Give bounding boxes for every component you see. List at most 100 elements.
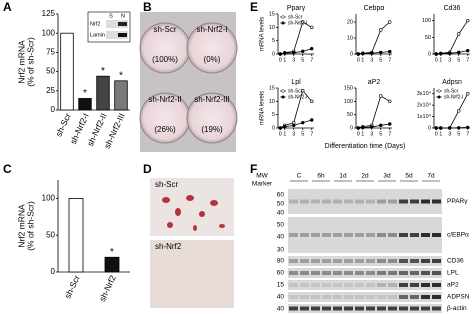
band (311, 233, 320, 237)
inset-column: N (121, 13, 125, 19)
point (283, 124, 287, 129)
mw-label: 40 (277, 294, 285, 301)
inset-band: Lamin A (90, 32, 110, 38)
mw-label: 40 (277, 210, 285, 217)
band (410, 306, 419, 311)
mw-label: 50 (277, 201, 285, 208)
plate-name: sh-Nrf2-II (148, 95, 181, 104)
band (366, 295, 375, 299)
band (289, 306, 298, 311)
y-tick-label: 0 (272, 51, 275, 57)
x-tick-label: 1 (361, 57, 364, 63)
band (344, 233, 353, 237)
panel-label: A (3, 0, 12, 14)
legend-marker (437, 95, 441, 99)
point (310, 99, 314, 104)
point (278, 52, 282, 56)
band (399, 199, 408, 204)
band (289, 233, 298, 237)
protein-label: PPARγ (447, 198, 468, 205)
point (457, 32, 461, 36)
band (300, 199, 309, 204)
mw-label: 60 (277, 270, 285, 277)
y-tick-label: 1x10⁴ (417, 113, 432, 120)
band (421, 306, 430, 311)
y-tick-label: 75 (46, 48, 55, 57)
plate-name: sh-Nrf2-I (196, 25, 227, 34)
blot-strip (288, 256, 442, 266)
band (322, 233, 331, 237)
x-tick-label: sh-Nrf2 (97, 273, 118, 303)
micrographs: sh-Scr sh-Nrf2 (150, 178, 234, 308)
band (421, 199, 430, 204)
y-axis-label: Nrf2 mRNA (16, 40, 26, 84)
band (355, 283, 364, 287)
band (399, 233, 408, 237)
legend-label: sh-Nrf2-I (444, 94, 463, 100)
point (356, 52, 360, 56)
legend-label: sh-Nrf2-I (288, 20, 307, 26)
band (333, 295, 342, 299)
point (370, 125, 374, 129)
bar (114, 80, 128, 111)
x-tick-label: 0 (435, 131, 438, 137)
x-tick-label: sh-Scr (53, 111, 73, 138)
mw-label: 40 (277, 234, 285, 241)
band (311, 199, 320, 204)
point (361, 51, 365, 56)
point (292, 50, 296, 55)
band (377, 199, 386, 204)
y-tick-label: 50 (46, 230, 55, 239)
band (333, 271, 342, 275)
x-tick-label: 7 (388, 57, 391, 63)
protein-label: CD36 (447, 258, 464, 265)
lane-label: 5d (405, 173, 413, 180)
point (310, 46, 314, 51)
band (388, 199, 397, 204)
point (310, 25, 314, 30)
point (283, 51, 287, 55)
band (300, 295, 309, 299)
band (311, 306, 320, 311)
point (457, 109, 461, 113)
significance: * (110, 247, 114, 258)
plates: sh-Scr (100%) sh-Nrf2-I (0%) sh-Nrf2-II … (139, 12, 238, 152)
band (388, 283, 397, 287)
band (333, 306, 342, 311)
band (300, 233, 309, 237)
x-tick-label: 1 (439, 57, 442, 63)
x-tick-label: 3 (370, 57, 373, 63)
band (399, 295, 408, 299)
band (333, 233, 342, 237)
band (322, 199, 331, 204)
lane-label: 7d (427, 173, 435, 180)
y-tick-label: 125 (42, 9, 56, 18)
point (457, 50, 461, 55)
y-axis-label: mRNA levels (260, 91, 266, 125)
point (448, 51, 452, 56)
point (301, 88, 305, 93)
lane-label: C (297, 173, 302, 180)
bar (104, 256, 120, 273)
band (410, 283, 419, 287)
band (322, 306, 331, 311)
point (301, 120, 305, 125)
bar (78, 98, 92, 111)
band (432, 283, 441, 287)
legend-label: sh-Scr (288, 14, 303, 20)
y-tick-label: 0 (350, 51, 353, 57)
band (289, 259, 298, 263)
band (388, 259, 397, 263)
band (410, 271, 419, 275)
legend-label: sh-Scr (444, 88, 459, 94)
point (457, 126, 461, 130)
mw-label: 30 (277, 247, 285, 254)
band (432, 259, 441, 263)
x-tick-label: 0 (435, 57, 438, 63)
band (388, 295, 397, 299)
x-tick-label: 5 (457, 57, 460, 63)
band (300, 259, 309, 263)
band (366, 259, 375, 263)
y-tick-label: 25 (46, 86, 55, 95)
band (410, 259, 419, 263)
